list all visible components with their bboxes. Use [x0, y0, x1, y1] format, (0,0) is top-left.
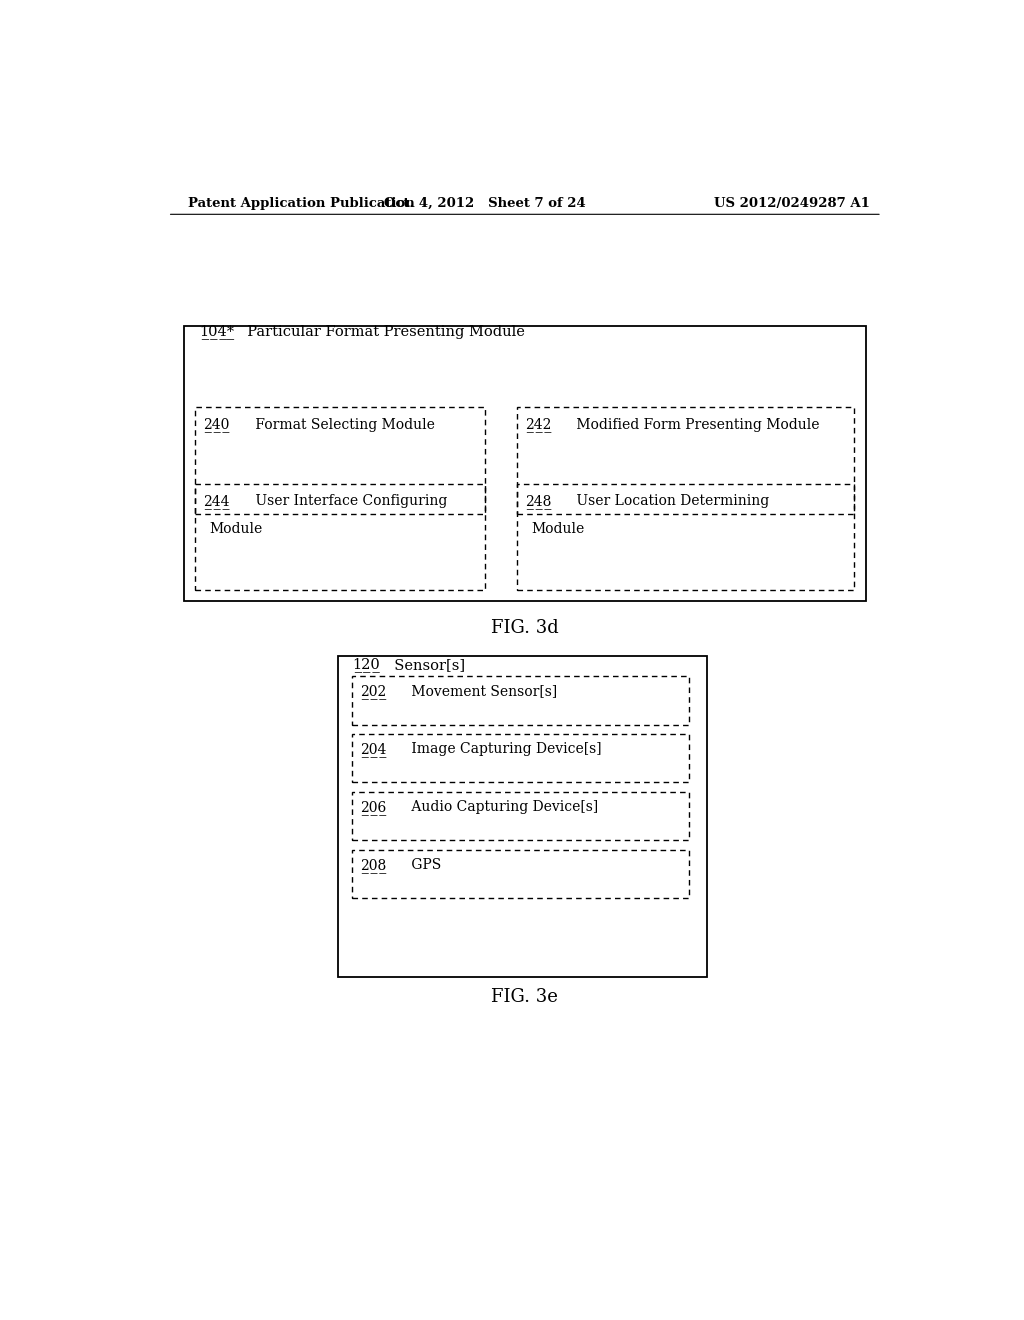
Bar	[352, 850, 689, 899]
Text: 2̲4̲4̲: 2̲4̲4̲	[204, 494, 230, 508]
Text: User Location Determining: User Location Determining	[572, 494, 770, 508]
Text: Oct. 4, 2012   Sheet 7 of 24: Oct. 4, 2012 Sheet 7 of 24	[384, 197, 586, 210]
Bar	[352, 734, 689, 783]
Text: Module: Module	[531, 523, 585, 536]
Bar	[183, 326, 866, 601]
Text: User Interface Configuring: User Interface Configuring	[251, 494, 447, 508]
Text: Particular Format Presenting Module: Particular Format Presenting Module	[238, 325, 524, 339]
Text: 2̲4̲0̲: 2̲4̲0̲	[204, 417, 229, 433]
Bar	[352, 676, 689, 725]
Bar	[517, 483, 854, 590]
Text: 1̲0̲4̲*̲: 1̲0̲4̲*̲	[200, 325, 234, 339]
Text: Patent Application Publication: Patent Application Publication	[187, 197, 415, 210]
Text: US 2012/0249287 A1: US 2012/0249287 A1	[714, 197, 870, 210]
Text: Modified Form Presenting Module: Modified Form Presenting Module	[572, 417, 820, 432]
Text: 1̲2̲0̲: 1̲2̲0̲	[352, 657, 380, 672]
Text: Audio Capturing Device[s]: Audio Capturing Device[s]	[408, 800, 599, 813]
Text: Image Capturing Device[s]: Image Capturing Device[s]	[408, 742, 602, 756]
Bar	[196, 483, 485, 590]
Text: Module: Module	[210, 523, 263, 536]
Text: 2̲0̲8̲: 2̲0̲8̲	[359, 858, 386, 873]
Text: Movement Sensor[s]: Movement Sensor[s]	[408, 684, 558, 698]
Text: 2̲0̲2̲: 2̲0̲2̲	[359, 684, 386, 698]
Bar	[338, 656, 708, 977]
Text: 2̲0̲6̲: 2̲0̲6̲	[359, 800, 386, 814]
Text: FIG. 3d: FIG. 3d	[490, 619, 559, 638]
Text: Format Selecting Module: Format Selecting Module	[251, 417, 435, 432]
Text: Sensor[s]: Sensor[s]	[385, 657, 465, 672]
Text: GPS: GPS	[408, 858, 441, 871]
Bar	[517, 408, 854, 515]
Text: 2̲4̲2̲: 2̲4̲2̲	[524, 417, 551, 433]
Bar	[196, 408, 485, 515]
Bar	[352, 792, 689, 841]
Text: 2̲0̲4̲: 2̲0̲4̲	[359, 742, 386, 756]
Text: FIG. 3e: FIG. 3e	[492, 987, 558, 1006]
Text: 2̲4̲8̲: 2̲4̲8̲	[524, 494, 551, 508]
